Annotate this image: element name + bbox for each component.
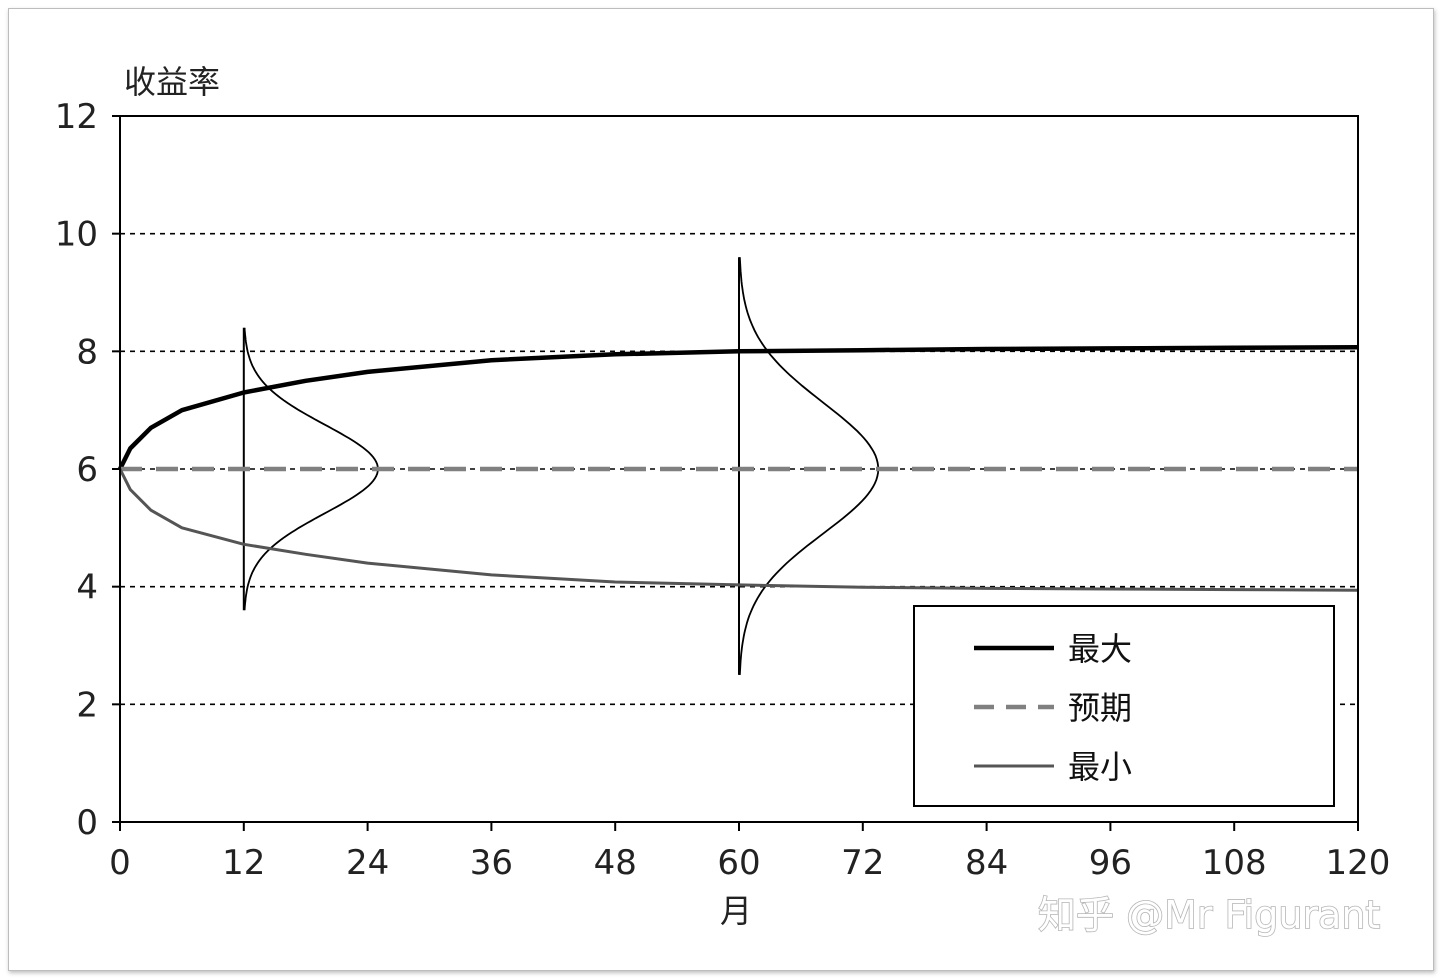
x-tick-label-0: 0 <box>109 843 131 883</box>
y-tick-label-6: 6 <box>76 450 98 490</box>
legend-label-1: 预期 <box>1068 689 1132 727</box>
legend-label-0: 最大 <box>1068 630 1132 668</box>
x-tick-label-72: 72 <box>841 843 884 883</box>
x-tick-label-84: 84 <box>965 843 1008 883</box>
x-tick-label-12: 12 <box>222 843 265 883</box>
y-tick-label-2: 2 <box>76 685 98 725</box>
figure-frame <box>8 8 1434 971</box>
series-lines <box>117 344 1359 592</box>
distribution-curve-60 <box>738 257 880 675</box>
y-tick-label-4: 4 <box>76 568 98 608</box>
watermark: 知乎 @Mr Figurant <box>1038 893 1380 937</box>
x-axis-ticks: 0 12 24 36 48 60 72 84 96 108 120 <box>109 822 1390 883</box>
y-tick-label-10: 10 <box>55 215 98 255</box>
y-axis-label: 收益率 <box>124 63 220 101</box>
y-tick-label-8: 8 <box>76 332 98 372</box>
series-line-2 <box>118 468 1359 592</box>
x-tick-label-60: 60 <box>717 843 760 883</box>
x-tick-label-24: 24 <box>346 843 389 883</box>
x-tick-label-108: 108 <box>1202 843 1267 883</box>
distribution-curves <box>242 257 880 675</box>
legend-label-2: 最小 <box>1068 748 1132 786</box>
x-tick-label-96: 96 <box>1089 843 1132 883</box>
y-axis-ticks: 0 2 4 6 8 10 12 <box>55 97 120 843</box>
y-tick-label-0: 0 <box>76 803 98 843</box>
series-line-0 <box>117 344 1359 471</box>
x-tick-label-48: 48 <box>594 843 637 883</box>
y-tick-label-12: 12 <box>55 97 98 137</box>
x-axis-label: 月 <box>720 892 752 930</box>
x-tick-label-120: 120 <box>1326 843 1391 883</box>
x-tick-label-36: 36 <box>470 843 513 883</box>
